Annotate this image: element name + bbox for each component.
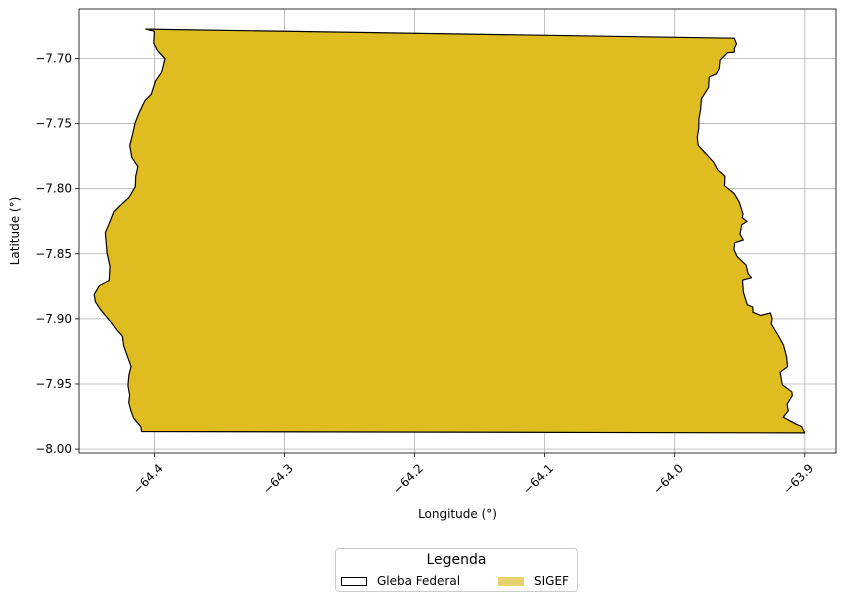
x-tick-label: −64.2: [390, 461, 426, 497]
legend-title: Legenda: [426, 552, 487, 568]
x-tick-label: −64.3: [260, 461, 296, 497]
x-tick-label: −64.0: [650, 461, 686, 497]
y-tick-label: −7.80: [35, 182, 72, 196]
axes-frame: [78, 8, 837, 454]
legend-label: SIGEF: [534, 574, 569, 588]
sigef-polygon: [94, 29, 805, 433]
x-tick-label: −64.1: [520, 461, 556, 497]
legend-label: Gleba Federal: [377, 574, 461, 588]
legend: Legenda Gleba Federal SIGEF: [335, 548, 578, 592]
y-axis-label: Latitude (°): [8, 197, 22, 266]
x-axis-label: Longitude (°): [418, 507, 497, 521]
gleba-federal-outline: [93, 28, 806, 434]
y-tick-label: −8.00: [35, 442, 72, 456]
x-axis-ticks: −64.4 −64.3 −64.2 −64.1 −64.0 −63.9: [130, 453, 816, 497]
y-tick-label: −7.90: [35, 312, 72, 326]
y-tick-label: −7.75: [35, 117, 72, 131]
y-tick-label: −7.85: [35, 247, 72, 261]
y-tick-label: −7.95: [35, 377, 72, 391]
legend-entry-gleba-federal: Gleba Federal: [341, 573, 460, 589]
legend-entry-sigef: SIGEF: [498, 573, 569, 589]
x-tick-label: −63.9: [780, 461, 816, 497]
y-axis-ticks: −7.70 −7.75 −7.80 −7.85 −7.90 −7.95 −8.00: [35, 51, 79, 456]
polygon-layer: [93, 28, 806, 434]
legend-swatch-fill: [498, 576, 524, 586]
x-tick-label: −64.4: [130, 461, 166, 497]
y-tick-label: −7.70: [35, 51, 72, 65]
legend-swatch-outline: [341, 576, 367, 586]
